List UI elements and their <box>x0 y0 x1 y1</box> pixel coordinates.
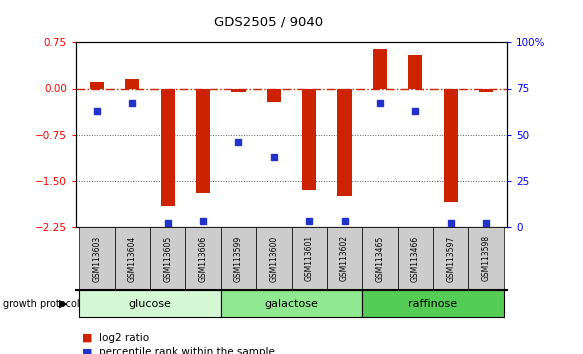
Text: GSM113604: GSM113604 <box>128 235 137 281</box>
Text: log2 ratio: log2 ratio <box>99 333 149 343</box>
Bar <box>479 88 493 92</box>
Bar <box>161 88 175 206</box>
Bar <box>373 48 387 88</box>
Bar <box>196 88 210 193</box>
Text: GSM113597: GSM113597 <box>446 235 455 281</box>
Text: GSM113466: GSM113466 <box>411 235 420 281</box>
Text: GSM113599: GSM113599 <box>234 235 243 281</box>
Text: ▶: ▶ <box>58 298 67 309</box>
Text: glucose: glucose <box>129 298 171 309</box>
Text: GSM113606: GSM113606 <box>199 235 208 281</box>
Text: GSM113601: GSM113601 <box>305 235 314 281</box>
Text: GSM113598: GSM113598 <box>482 235 490 281</box>
Text: ■: ■ <box>82 347 92 354</box>
Bar <box>302 88 316 190</box>
Bar <box>90 82 104 88</box>
Text: ■: ■ <box>82 333 92 343</box>
Text: galactose: galactose <box>265 298 318 309</box>
Text: GSM113600: GSM113600 <box>269 235 278 281</box>
Text: GSM113603: GSM113603 <box>93 235 101 281</box>
Text: GSM113602: GSM113602 <box>340 235 349 281</box>
Text: GSM113465: GSM113465 <box>375 235 384 281</box>
Text: raffinose: raffinose <box>408 298 458 309</box>
Text: GDS2505 / 9040: GDS2505 / 9040 <box>213 15 323 28</box>
Bar <box>444 88 458 202</box>
Bar <box>338 88 352 196</box>
Text: percentile rank within the sample: percentile rank within the sample <box>99 347 275 354</box>
Text: GSM113605: GSM113605 <box>163 235 172 281</box>
Bar <box>408 55 422 88</box>
Text: growth protocol: growth protocol <box>3 298 79 309</box>
Bar <box>267 88 281 102</box>
Bar <box>125 79 139 88</box>
Bar <box>231 88 245 92</box>
